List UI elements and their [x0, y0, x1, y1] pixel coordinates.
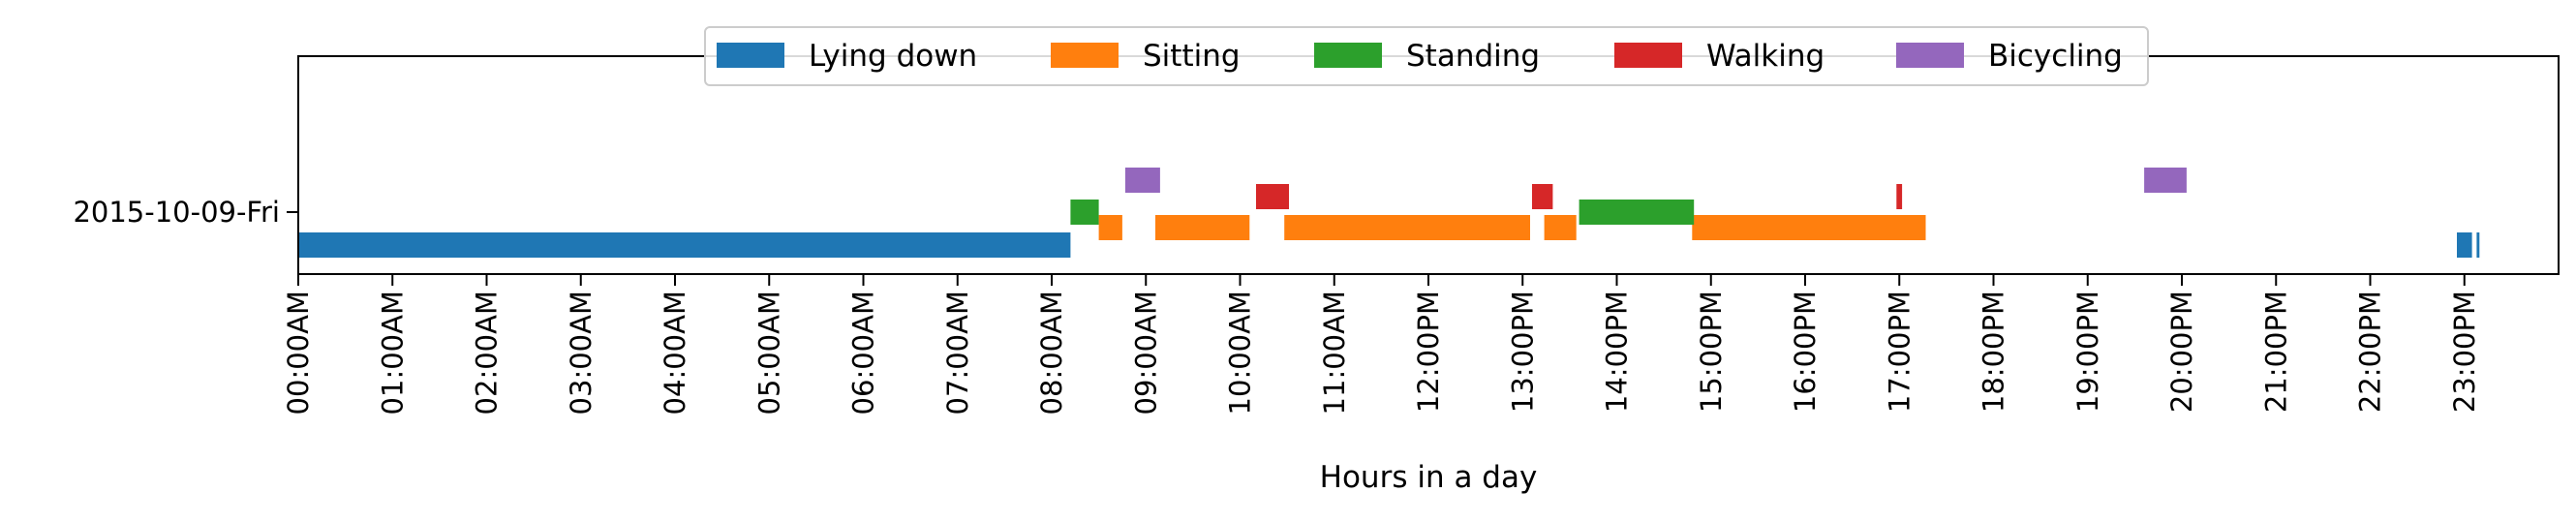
- x-tick-label: 07:00AM: [941, 291, 974, 415]
- activity-bar-sitting: [1155, 215, 1250, 240]
- legend-label: Sitting: [1143, 39, 1241, 74]
- x-tick-label: 15:00PM: [1695, 291, 1728, 413]
- x-tick-label: 14:00PM: [1601, 291, 1634, 413]
- y-tick-label: 2015-10-09-Fri: [73, 196, 280, 229]
- x-tick-label: 09:00AM: [1129, 291, 1162, 415]
- legend-swatch: [1314, 43, 1382, 68]
- x-tick-label: 01:00AM: [376, 291, 409, 415]
- legend-swatch: [1896, 43, 1964, 68]
- activity-bar-sitting: [1544, 215, 1577, 240]
- x-tick-label: 16:00PM: [1789, 291, 1822, 413]
- x-tick-label: 08:00AM: [1035, 291, 1068, 415]
- activity-bar-walking: [1896, 184, 1903, 209]
- x-tick-label: 20:00PM: [2165, 291, 2198, 413]
- x-tick-label: 04:00AM: [659, 291, 691, 415]
- x-tick-label: 23:00PM: [2448, 291, 2481, 413]
- activity-bar-bicycling: [2144, 168, 2187, 193]
- x-tick-label: 22:00PM: [2354, 291, 2387, 413]
- x-tick-label: 13:00PM: [1506, 291, 1539, 413]
- x-tick-label: 00:00AM: [282, 291, 315, 415]
- activity-bar-sitting: [1284, 215, 1530, 240]
- legend-label: Lying down: [809, 39, 977, 74]
- x-tick-label: 21:00PM: [2259, 291, 2292, 413]
- x-tick-label: 12:00PM: [1412, 291, 1445, 413]
- activity-bar-lying-down: [298, 232, 1071, 258]
- x-tick-label: 17:00PM: [1883, 291, 1916, 413]
- x-tick-label: 03:00AM: [565, 291, 598, 415]
- x-tick-label: 11:00AM: [1318, 291, 1351, 415]
- x-tick-label: 02:00AM: [471, 291, 504, 415]
- activity-bars: [298, 168, 2480, 258]
- activity-bar-bicycling: [1124, 168, 1160, 193]
- x-tick-label: 19:00PM: [2071, 291, 2104, 413]
- legend: Lying down Sitting Standing Walking Bicyclin…: [704, 26, 2149, 86]
- activity-bar-standing: [1579, 200, 1695, 225]
- legend-frame: [704, 26, 2149, 86]
- activity-bar-lying-down: [2476, 232, 2480, 258]
- activity-bar-walking: [1256, 184, 1289, 209]
- legend-swatch: [717, 43, 784, 68]
- activity-bar-standing: [1070, 200, 1099, 225]
- x-axis-ticks: 00:00AM 01:00AM 02:00AM 03:00AM 04:00AM 05:00…: [282, 274, 2481, 415]
- legend-label: Bicycling: [1988, 39, 2123, 74]
- activity-bar-walking: [1532, 184, 1553, 209]
- x-axis-label: Hours in a day: [1320, 460, 1538, 495]
- x-tick-label: 18:00PM: [1978, 291, 2010, 413]
- legend-label: Standing: [1406, 39, 1540, 74]
- activity-bar-sitting: [1692, 215, 1926, 240]
- x-tick-label: 10:00AM: [1224, 291, 1257, 415]
- activity-bar-sitting: [1098, 215, 1122, 240]
- x-tick-label: 06:00AM: [847, 291, 880, 415]
- activity-bar-lying-down: [2457, 232, 2472, 258]
- legend-swatch: [1614, 43, 1682, 68]
- legend-swatch: [1051, 43, 1119, 68]
- legend-label: Walking: [1706, 39, 1825, 74]
- x-tick-label: 05:00AM: [752, 291, 785, 415]
- y-axis-ticks: 2015-10-09-Fri: [73, 196, 298, 229]
